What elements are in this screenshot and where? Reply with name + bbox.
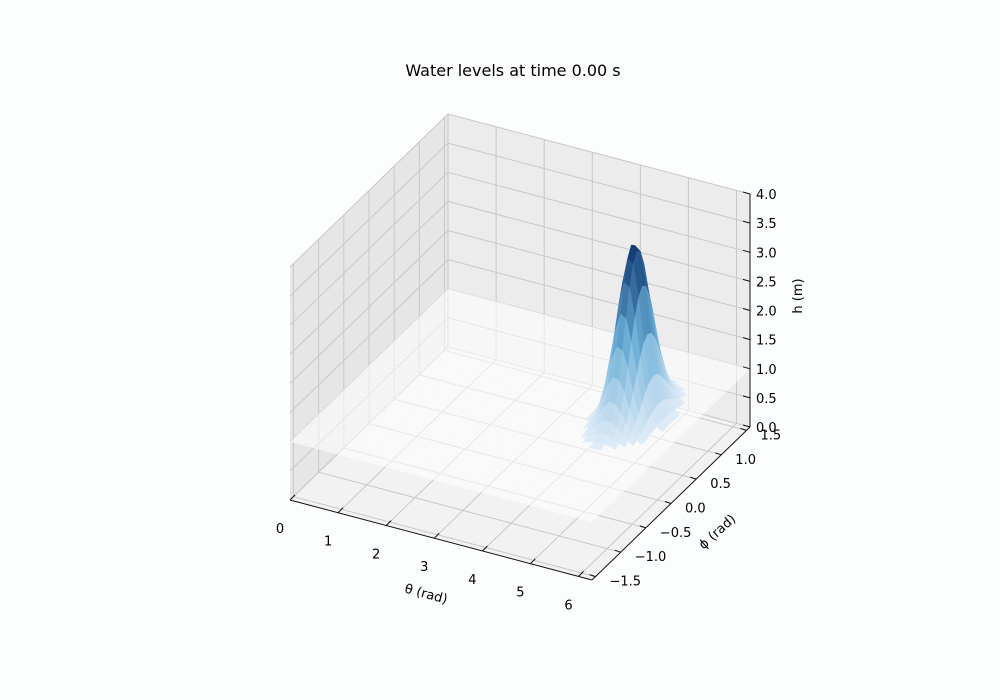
z-tick-label: 0.5 [756,392,777,407]
z-tick-label: 1.0 [756,363,777,378]
grid-line-z-back [447,171,751,253]
y-tick-mark [740,427,747,431]
z-tick-label: 0.0 [756,421,777,436]
y-tick-mark [664,501,672,504]
y-tick-mark [589,574,596,578]
water-surface [289,244,751,523]
axes: 0123456−1.5−1.0−0.50.00.51.01.50.00.51.0… [276,188,781,613]
x-tick-mark [385,520,392,526]
x-tick-label: 2 [372,548,380,563]
x-tick-label: 5 [516,586,524,601]
chart-title: Water levels at time 0.00 s [405,61,620,80]
x-axis-line [289,499,593,581]
grid-line-z-back [447,113,751,195]
y-tick-label: 1.0 [735,453,756,468]
x-tick-mark [337,507,344,514]
z-tick-mark [742,308,751,311]
x-tick-mark [289,494,296,501]
z-tick-mark [742,337,751,341]
y-axis-label: ϕ (rad) [696,512,739,553]
x-tick-label: 3 [420,560,428,575]
z-tick-label: 1.5 [756,334,777,349]
x-tick-label: 0 [276,522,284,537]
z-tick-label: 2.5 [756,275,777,290]
grid-line-z-side [289,113,449,268]
grid-line-z-side [289,201,449,355]
y-tick-mark [690,476,697,480]
grid-line-z-back [447,200,751,282]
grid-line-z-back [447,142,751,224]
grid-line-z-side [289,171,449,326]
z-tick-mark [742,191,751,195]
surface-patch [586,516,596,523]
x-tick-mark [530,558,536,565]
y-tick-mark [639,525,646,529]
y-tick-label: 1.5 [761,428,782,443]
y-tick-label: −0.5 [660,526,692,541]
x-tick-label: 6 [564,598,572,613]
z-tick-label: 4.0 [756,188,777,203]
z-tick-mark [742,249,751,253]
grid-line-z-back [447,259,751,341]
z-tick-mark [742,424,751,428]
y-tick-mark [614,549,621,553]
y-tick-label: −1.0 [635,550,667,565]
y-tick-mark [715,452,722,456]
z-tick-mark [742,366,751,370]
x-tick-label: 4 [468,573,476,588]
z-tick-mark [742,278,751,282]
grid-line-y-floor [318,471,621,553]
x-axis-label: θ (rad) [403,582,449,608]
z-tick-label: 2.0 [756,305,777,320]
x-tick-mark [578,571,584,577]
grid-line-y-floor [293,496,596,578]
grid-line-z-side [289,259,449,413]
y-tick-label: 0.0 [685,502,706,517]
y-tick-label: 0.5 [710,477,731,492]
grid-line-z-side [289,142,449,297]
y-tick-label: −1.5 [610,575,642,590]
grid-line-z-side [289,230,449,384]
z-tick-mark [742,395,751,399]
z-tick-label: 3.0 [756,246,777,261]
grid-line-z-back [447,230,751,311]
z-tick-label: 3.5 [756,217,777,232]
x-tick-mark [433,532,440,539]
z-axis-label: h (m) [791,278,806,313]
x-tick-label: 1 [324,535,332,550]
z-tick-mark [742,220,751,224]
x-tick-mark [482,545,488,552]
